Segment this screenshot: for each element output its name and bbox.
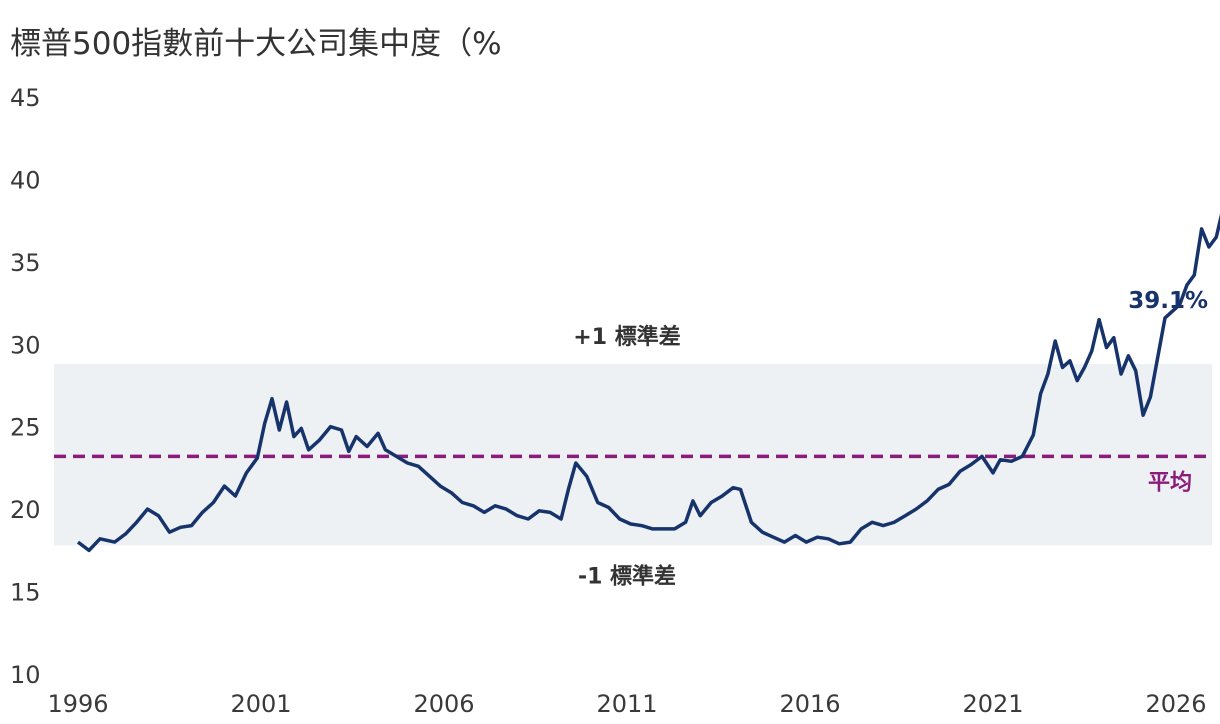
x-tick-label: 2026 — [1145, 690, 1206, 718]
x-axis-ticks: 1996 2001 2006 2011 2016 2021 2026 — [47, 690, 1206, 718]
x-tick-label: 1996 — [47, 690, 108, 718]
x-tick-label: 2021 — [962, 690, 1023, 718]
y-tick-label: 30 — [10, 331, 41, 359]
mean-label: 平均 — [1148, 469, 1192, 495]
x-tick-label: 2011 — [596, 690, 657, 718]
x-tick-label: 2006 — [413, 690, 474, 718]
y-tick-label: 45 — [10, 84, 41, 112]
x-tick-label: 2001 — [230, 690, 291, 718]
x-tick-label: 2016 — [779, 690, 840, 718]
y-tick-label: 15 — [10, 579, 41, 607]
y-tick-label: 10 — [10, 661, 41, 689]
last-value-label: 39.1% — [1128, 288, 1208, 314]
chart-title: 標普500指數前十大公司集中度（% — [10, 26, 502, 62]
y-tick-label: 25 — [10, 414, 41, 442]
y-axis-ticks: 45 40 35 30 25 20 15 10 — [10, 84, 41, 689]
y-tick-label: 40 — [10, 166, 41, 194]
plus-one-std-label: +1 標準差 — [573, 324, 680, 350]
y-tick-label: 20 — [10, 496, 41, 524]
y-tick-label: 35 — [10, 249, 41, 277]
minus-one-std-label: -1 標準差 — [578, 563, 676, 589]
concentration-series-line — [76, 213, 1220, 553]
